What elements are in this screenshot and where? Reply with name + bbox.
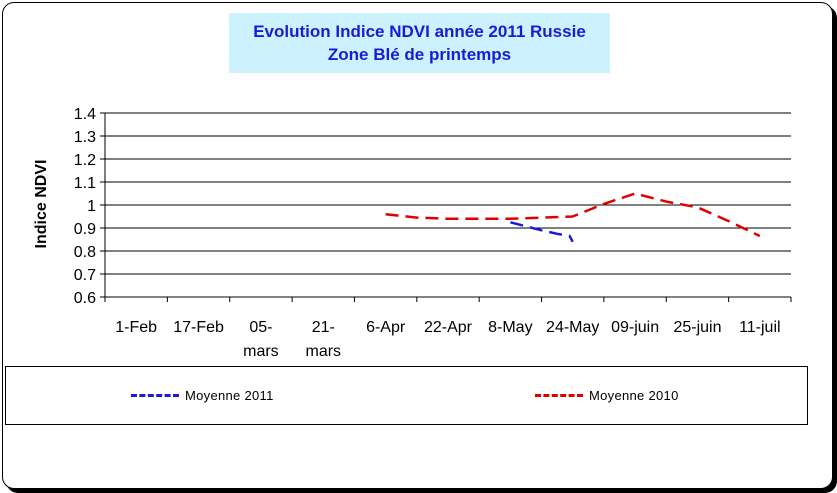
y-tick-label: 1.3 <box>74 129 96 146</box>
x-tick-label: 09-juin <box>611 319 659 336</box>
legend-swatch-2010 <box>535 394 583 397</box>
x-tick-label: 8-May <box>488 319 532 336</box>
x-tick-label: 17-Feb <box>173 319 224 336</box>
legend-label-2010: Moyenne 2010 <box>589 388 679 403</box>
x-tick-label: 21-mars <box>305 319 341 360</box>
legend-item-2010: Moyenne 2010 <box>535 367 679 424</box>
x-tick-label: 05-mars <box>243 319 279 360</box>
series-line-0 <box>510 221 574 243</box>
y-tick-label: 1.1 <box>74 175 96 192</box>
chart-title: Evolution Indice NDVI année 2011 Russie <box>253 22 586 41</box>
y-tick-label: 1.4 <box>74 106 96 123</box>
x-tick-label: 1-Feb <box>115 319 157 336</box>
y-tick-label: 1.2 <box>74 152 96 169</box>
series-line-1 <box>385 192 761 238</box>
y-tick-label: 0.8 <box>74 244 96 261</box>
y-tick-label: 1 <box>87 198 96 215</box>
y-tick-label: 0.9 <box>74 221 96 238</box>
legend-label-2011: Moyenne 2011 <box>185 388 274 403</box>
x-tick-label: 22-Apr <box>424 319 473 336</box>
legend-item-2011: Moyenne 2011 <box>131 367 274 424</box>
legend-swatch-2011 <box>131 394 179 397</box>
x-tick-label: 24-May <box>546 319 599 336</box>
x-tick-label: 25-juin <box>673 319 721 336</box>
x-tick-label: 11-juil <box>739 319 781 336</box>
chart-subtitle: Zone Blé de printemps <box>327 45 512 64</box>
x-tick-label: 6-Apr <box>366 319 406 336</box>
y-tick-label: 0.7 <box>74 267 96 284</box>
y-tick-label: 0.6 <box>74 290 96 307</box>
legend: Moyenne 2011 Moyenne 2010 <box>5 366 808 425</box>
chart-title-box: Evolution Indice NDVI année 2011 Russie … <box>229 13 610 73</box>
